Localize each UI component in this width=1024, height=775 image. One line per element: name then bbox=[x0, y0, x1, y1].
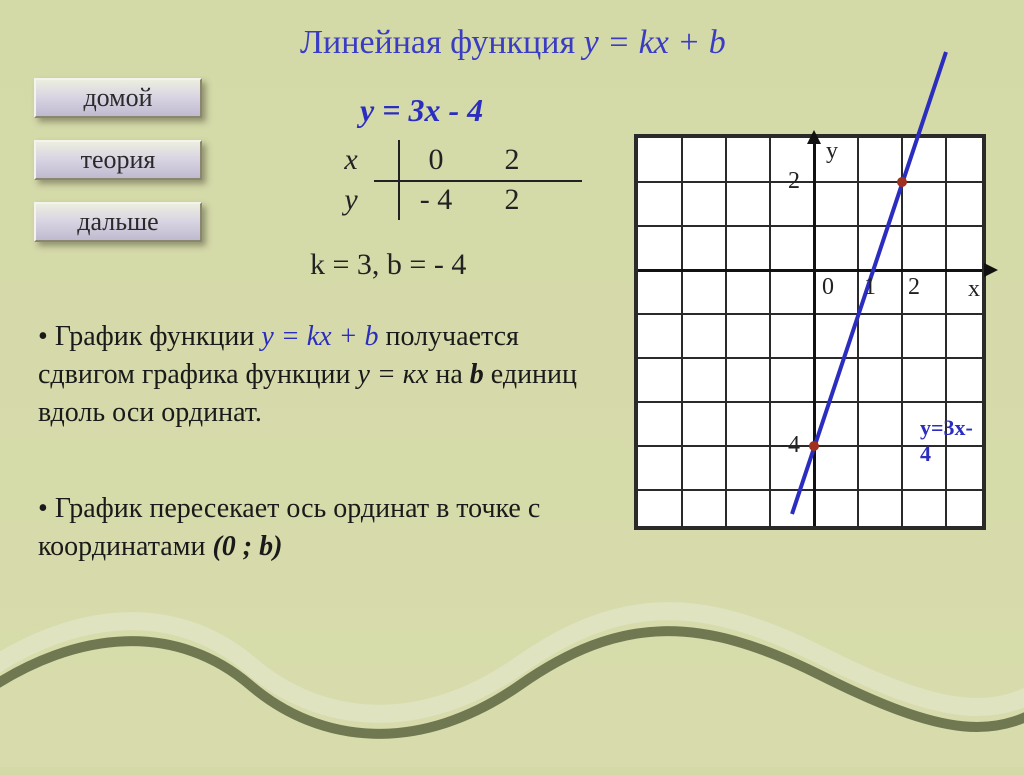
para1-eq1: y = kx + b bbox=[261, 321, 378, 352]
decorative-wave bbox=[0, 595, 1024, 775]
table-row: х 0 2 bbox=[330, 140, 550, 180]
para1-b: b bbox=[470, 359, 484, 390]
page-title: Линейная функция y = kx + b bbox=[300, 24, 726, 62]
value-table: х 0 2 у - 4 2 bbox=[330, 140, 550, 220]
para1-text1: График функции bbox=[55, 321, 262, 352]
para2-coords: (0 ; b) bbox=[212, 531, 282, 562]
next-button-label: дальше bbox=[77, 207, 158, 237]
x-value-0: 0 bbox=[398, 143, 474, 177]
explanation-paragraph-2: • График пересекает ось ординат в точке … bbox=[38, 490, 618, 566]
title-prefix: Линейная функция bbox=[300, 24, 584, 61]
home-button-label: домой bbox=[83, 83, 152, 113]
para1-text3: на bbox=[428, 359, 469, 390]
table-horizontal-separator bbox=[374, 180, 582, 182]
para1-eq2: у = кх bbox=[357, 359, 428, 390]
bullet-icon: • bbox=[38, 493, 55, 524]
para2-text1: График пересекает ось ординат в точке с … bbox=[38, 493, 540, 562]
example-equation: y = 3x - 4 bbox=[360, 92, 483, 129]
theory-button[interactable]: теория bbox=[34, 140, 202, 180]
explanation-paragraph-1: • График функции y = kx + b получается с… bbox=[38, 318, 618, 431]
x-value-1: 2 bbox=[474, 143, 550, 177]
title-formula: y = kx + b bbox=[584, 24, 726, 61]
nav-sidebar: домой теория дальше bbox=[34, 78, 202, 242]
table-vertical-separator bbox=[398, 140, 400, 220]
table-row: у - 4 2 bbox=[330, 180, 550, 220]
next-button[interactable]: дальше bbox=[34, 202, 202, 242]
var-x-label: х bbox=[330, 143, 372, 177]
theory-button-label: теория bbox=[81, 145, 156, 175]
bullet-icon: • bbox=[38, 321, 55, 352]
y-value-1: 2 bbox=[474, 183, 550, 217]
var-y-label: у bbox=[330, 183, 372, 217]
y-value-0: - 4 bbox=[398, 183, 474, 217]
linear-function-graph: ух0122-4y=3x-4 bbox=[634, 134, 986, 530]
kb-values: k = 3, b = - 4 bbox=[310, 248, 466, 282]
home-button[interactable]: домой bbox=[34, 78, 202, 118]
